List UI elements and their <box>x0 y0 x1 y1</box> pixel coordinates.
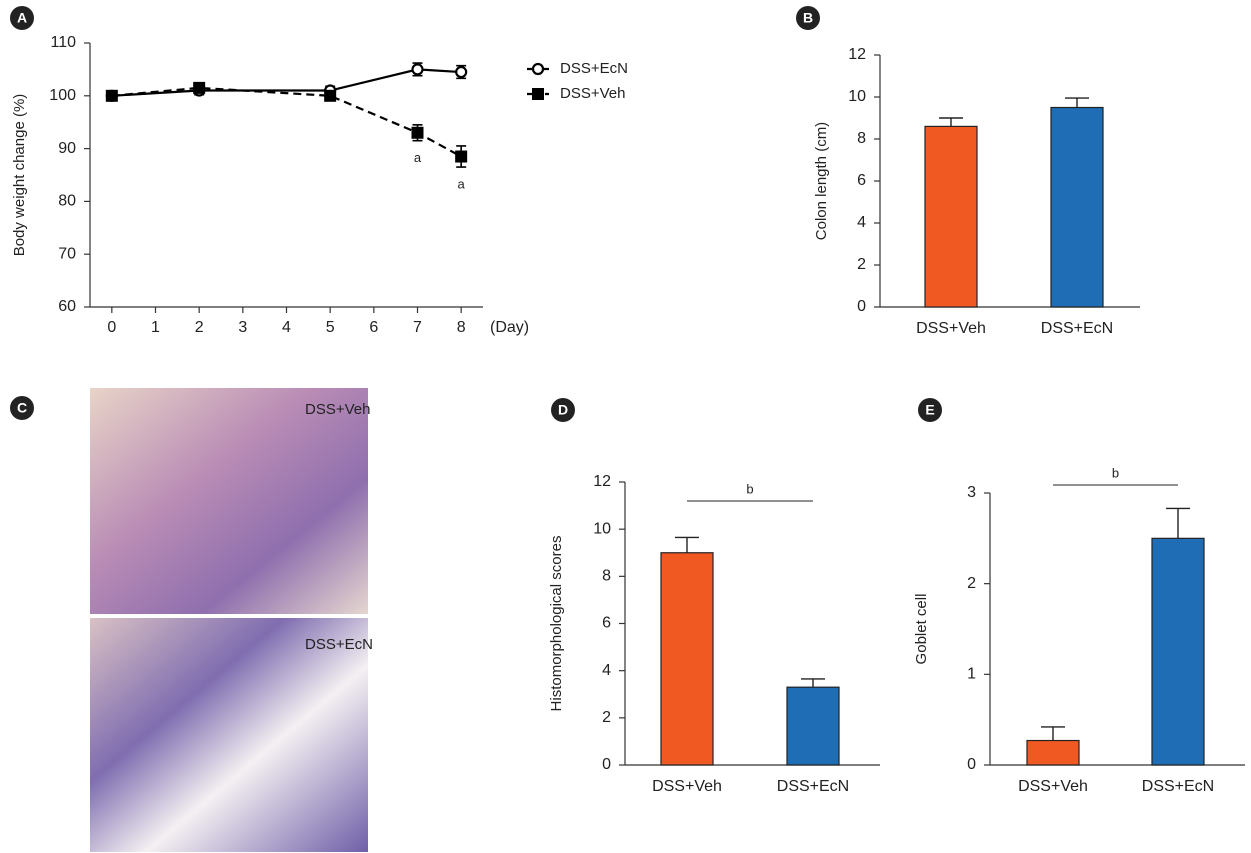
marker <box>455 65 468 79</box>
panel-badge <box>10 396 34 420</box>
y-tick-label: 10 <box>593 520 611 537</box>
x-tick-label: 2 <box>195 319 204 336</box>
micrograph <box>90 388 368 614</box>
point-label: a <box>414 150 422 165</box>
y-tick-label: 2 <box>602 709 611 726</box>
y-tick-label: 12 <box>848 46 866 63</box>
y-tick-label: 2 <box>857 256 866 273</box>
y-tick-label: 2 <box>967 575 976 592</box>
bar <box>1050 106 1104 308</box>
point-label: a <box>458 177 466 192</box>
y-tick-label: 1 <box>967 666 976 683</box>
image-caption: DSS+Veh <box>305 401 370 418</box>
y-tick-label: 100 <box>49 87 76 104</box>
significance-label: b <box>1112 465 1119 480</box>
x-tick-label: 5 <box>326 319 335 336</box>
y-tick-label: 10 <box>848 88 866 105</box>
marker <box>532 88 544 100</box>
y-tick-label: 60 <box>58 298 76 315</box>
x-tick-label: 7 <box>413 319 422 336</box>
marker <box>324 89 337 102</box>
error-bar <box>1065 97 1089 108</box>
panel-badge <box>918 398 942 422</box>
y-tick-label: 90 <box>58 140 76 157</box>
image-panel: C DSS+Veh DSS+EcN <box>10 388 373 852</box>
error-bar <box>801 678 825 688</box>
y-axis-label: Body weight change (%) <box>11 94 28 257</box>
micrograph <box>90 618 368 852</box>
y-axis-label: Goblet cell <box>913 594 930 665</box>
panel-letter: B <box>803 10 813 26</box>
y-axis-label: Histomorphological scores <box>548 536 565 712</box>
image-caption: DSS+EcN <box>305 636 373 653</box>
y-tick-label: 3 <box>967 484 976 501</box>
significance-label: b <box>746 481 753 496</box>
bar <box>1026 739 1080 766</box>
y-tick-label: 8 <box>857 130 866 147</box>
panel-letter: D <box>558 402 568 418</box>
marker <box>193 81 206 94</box>
legend-label: DSS+Veh <box>560 85 625 102</box>
marker <box>411 126 424 139</box>
marker <box>531 62 545 76</box>
y-tick-label: 110 <box>50 34 76 51</box>
x-tick-label: DSS+EcN <box>1142 778 1214 795</box>
y-tick-label: 0 <box>602 756 611 773</box>
y-tick-label: 6 <box>857 172 866 189</box>
series-line <box>111 86 462 158</box>
x-tick-label: 6 <box>369 319 378 336</box>
y-tick-label: 6 <box>602 615 611 632</box>
error-bar <box>675 536 699 553</box>
legend-label: DSS+EcN <box>560 60 628 77</box>
x-tick-label: DSS+EcN <box>1041 320 1113 337</box>
error-bar <box>1041 726 1065 741</box>
x-tick-label: 8 <box>457 319 466 336</box>
x-axis-label: (Day) <box>490 319 529 336</box>
y-tick-label: 8 <box>602 568 611 585</box>
x-tick-label: DSS+Veh <box>1018 778 1088 795</box>
x-tick-label: 0 <box>107 319 116 336</box>
x-tick-label: DSS+EcN <box>777 778 849 795</box>
bar <box>660 552 714 766</box>
x-tick-label: 4 <box>282 319 291 336</box>
panel-badge <box>796 6 820 30</box>
y-tick-label: 80 <box>58 193 76 210</box>
bar <box>924 125 978 308</box>
x-tick-label: 3 <box>238 319 247 336</box>
bar <box>786 686 840 766</box>
error-bar <box>1166 507 1190 539</box>
bar <box>1151 537 1205 766</box>
x-tick-label: DSS+Veh <box>916 320 986 337</box>
panel-letter: A <box>17 10 27 26</box>
x-tick-label: DSS+Veh <box>652 778 722 795</box>
panel-badge <box>551 398 575 422</box>
panel-letter: E <box>925 402 934 418</box>
y-tick-label: 0 <box>857 298 866 315</box>
marker <box>105 89 118 102</box>
panel-letter: C <box>17 400 27 416</box>
error-bar <box>939 117 963 127</box>
panel-badge <box>10 6 34 30</box>
marker <box>455 150 468 163</box>
y-tick-label: 70 <box>58 245 76 262</box>
y-tick-label: 4 <box>602 662 611 679</box>
marker <box>411 63 424 76</box>
y-axis-label: Colon length (cm) <box>813 122 830 240</box>
y-tick-label: 0 <box>967 756 976 773</box>
x-tick-label: 1 <box>151 319 160 336</box>
y-tick-label: 12 <box>593 473 611 490</box>
y-tick-label: 4 <box>857 214 866 231</box>
